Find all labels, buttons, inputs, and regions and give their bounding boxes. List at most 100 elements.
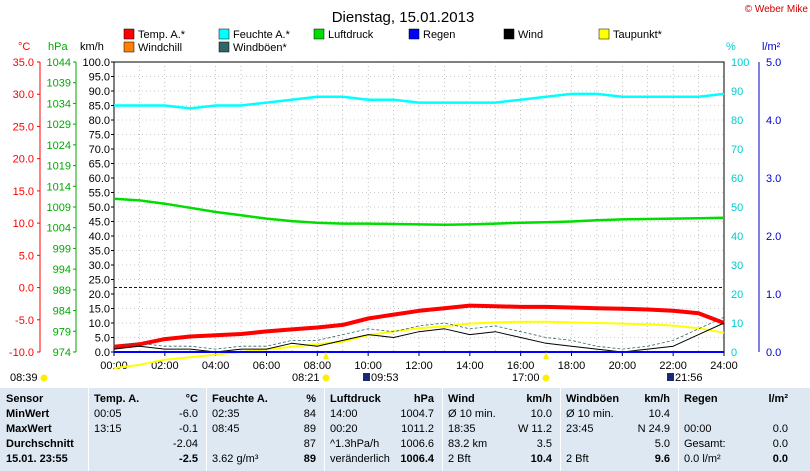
pressure-column: Luftdruck hPa 14:00 1004.7 00:20 1011.2 …: [330, 388, 440, 471]
wind-tick-label: 30.0: [89, 260, 110, 272]
sunset-marker: [543, 352, 549, 359]
row-label-avg: Durchschnitt: [6, 438, 74, 450]
temp-min-time: 00:05: [94, 408, 122, 420]
statistics-table: Sensor MinWert MaxWert Durchschnitt 15.0…: [0, 388, 810, 471]
legend-swatch: [218, 41, 230, 53]
sunset-time: 17:00: [512, 372, 540, 384]
moonset-time: 21:56: [675, 372, 703, 384]
hum-max-value: 89: [303, 423, 316, 435]
x-tick-label: 00:00: [100, 360, 128, 372]
wind-tick-label: 40.0: [89, 231, 110, 243]
pressure-tick-label: 1019: [47, 161, 71, 173]
moonrise-time: 09:53: [371, 372, 399, 384]
header-humidity: Feuchte A.: [212, 393, 268, 405]
gust-current-value: 9.6: [654, 453, 670, 465]
humidity-axis-unit: %: [726, 41, 736, 53]
header-gust-unit: km/h: [644, 393, 670, 405]
sun-moon-times: 08:39 08:21 09:53 17:00 21:56: [10, 352, 703, 384]
wind-distance: 83.2 km: [448, 438, 488, 450]
rain-tick-label: 2.0: [766, 231, 781, 243]
header-temp: Temp. A.: [94, 393, 140, 405]
wind-tick-label: 100.0: [82, 57, 110, 69]
wind-tick-label: 70.0: [89, 144, 110, 156]
x-axis-ticks: 00:00 02:00 04:00 06:00 08:00 10:00 12:00 14:00…: [100, 352, 738, 372]
sunrise-time: 08:21: [292, 372, 320, 384]
legend-swatch: [123, 41, 135, 53]
wind-tick-label: 45.0: [89, 217, 110, 229]
wind-axis-unit: km/h: [80, 41, 104, 53]
row-label-max: MaxWert: [6, 423, 52, 435]
table-divider: [88, 388, 89, 471]
gust-bft: 2 Bft: [566, 453, 589, 465]
x-tick-label: 10:00: [354, 360, 382, 372]
sun-icon: [322, 374, 330, 382]
wind-tick-label: 75.0: [89, 130, 110, 142]
weather-chart: Dienstag, 15.01.2013 © Weber Mike Temp. …: [9, 4, 809, 384]
humidity-tick-label: 40: [731, 231, 743, 243]
legend-swatch: [313, 28, 325, 40]
wind-min-label: Ø 10 min.: [448, 408, 496, 420]
wind-tick-label: 5.0: [95, 333, 110, 345]
temp-tick-label: 15.0: [13, 186, 34, 198]
press-max-value: 1011.2: [401, 423, 434, 435]
wind-tick-label: 90.0: [89, 86, 110, 98]
table-divider: [206, 388, 207, 471]
press-min-time: 14:00: [330, 408, 358, 420]
axis-unit-labels: °C hPa km/h% l/m²: [18, 41, 781, 53]
y-axis-ticks: 35.0 30.0 25.0 20.0 15.0 10.0 5.0 0.0 -5.0 -10.0 1…: [9, 57, 781, 359]
series-line-windben: [113, 316, 725, 350]
wind-tick-label: 55.0: [89, 188, 110, 200]
rain-tick-label: 1.0: [766, 289, 781, 301]
x-tick-label: 14:00: [456, 360, 484, 372]
pressure-tick-label: 1009: [47, 202, 71, 214]
humidity-tick-label: 80: [731, 115, 743, 127]
table-divider: [678, 388, 679, 471]
humidity-tick-label: 20: [731, 289, 743, 301]
rain-total-label: Gesamt:: [684, 438, 726, 450]
legend-swatch: [408, 28, 420, 40]
legend-label: Windböen*: [233, 42, 288, 54]
rain-tick-label: 0.0: [766, 347, 781, 359]
temp-tick-label: 10.0: [13, 218, 34, 230]
wind-tick-label: 85.0: [89, 101, 110, 113]
table-divider: [442, 388, 443, 471]
copyright-text: © Weber Mike: [745, 4, 809, 15]
wind-avg-value: 3.5: [536, 438, 552, 450]
header-temp-unit: °C: [185, 393, 198, 405]
wind-min-value: 10.0: [530, 408, 552, 420]
x-tick-label: 04:00: [202, 360, 230, 372]
pressure-tick-label: 1044: [47, 57, 71, 69]
chart-legend: Temp. A.* Feuchte A.* Luftdruck Regen Wind Ta…: [123, 28, 663, 54]
humidity-column: Feuchte A. % 02:35 84 08:45 89 87 3.62 g…: [212, 388, 322, 471]
legend-label: Luftdruck: [328, 29, 374, 41]
temp-max-value: -0.1: [179, 423, 198, 435]
rain-current-value: 0.0: [772, 453, 788, 465]
pressure-tick-label: 1014: [47, 181, 71, 193]
press-forecast: veränderlich: [330, 453, 390, 465]
data-series: [113, 92, 725, 370]
legend-label: Feuchte A.*: [233, 29, 291, 41]
chart-title: Dienstag, 15.01.2013: [332, 9, 475, 26]
pressure-tick-label: 1024: [47, 140, 71, 152]
x-tick-label: 16:00: [507, 360, 535, 372]
rain-tick-label: 4.0: [766, 115, 781, 127]
header-pressure: Luftdruck: [330, 393, 381, 405]
wind-tick-label: 15.0: [89, 304, 110, 316]
legend-label: Temp. A.*: [138, 29, 186, 41]
pressure-tick-label: 1034: [47, 98, 71, 110]
moon-icon: [667, 373, 674, 381]
wind-tick-label: 50.0: [89, 202, 110, 214]
header-wind: Wind: [448, 393, 475, 405]
row-label-min: MinWert: [6, 408, 50, 420]
temp-tick-label: 30.0: [13, 89, 34, 101]
rain-current-amount: 0.0 l/m²: [684, 453, 721, 465]
wind-bft: 2 Bft: [448, 453, 471, 465]
wind-tick-label: 25.0: [89, 275, 110, 287]
table-divider: [324, 388, 325, 471]
sunrise-marker: [323, 352, 329, 359]
temp-tick-label: -10.0: [9, 347, 34, 359]
temp-tick-label: 5.0: [19, 250, 34, 262]
legend-swatch: [218, 28, 230, 40]
legend-swatch: [503, 28, 515, 40]
pressure-tick-label: 1029: [47, 119, 71, 131]
